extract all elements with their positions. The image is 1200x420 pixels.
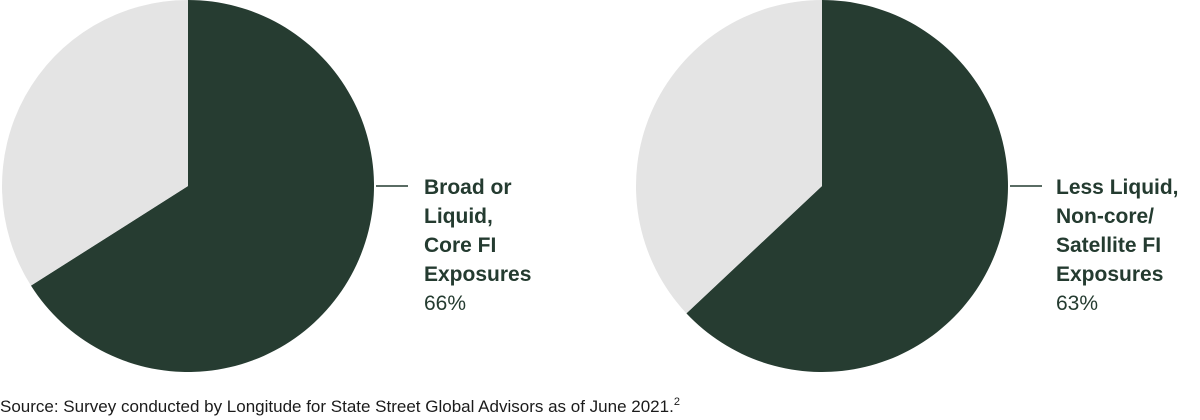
slice-label-line: Satellite FI <box>1056 234 1161 257</box>
pie-slice-remainder <box>635 0 822 314</box>
pie-slice-share <box>686 0 1008 372</box>
source-footnote-marker: 2 <box>674 396 680 408</box>
slice-label-line: Less Liquid, <box>1056 176 1179 199</box>
slice-label-line: Broad or <box>424 176 512 199</box>
slice-label-line: Non-core/ <box>1056 205 1154 228</box>
source-text: Source: Survey conducted by Longitude fo… <box>0 397 674 416</box>
slice-label-line: Core FI <box>424 234 496 257</box>
source-note: Source: Survey conducted by Longitude fo… <box>0 396 680 416</box>
slice-label-line: Liquid, <box>424 205 493 228</box>
pie-slice-share <box>30 0 374 372</box>
slice-label-line: Exposures <box>1056 263 1163 286</box>
slice-value-label: 66% <box>424 292 466 315</box>
pie-chart-1: Broad or Liquid, Core FI Exposures 66% <box>2 0 531 372</box>
pie-slice-remainder <box>2 0 188 286</box>
slice-value-label: 63% <box>1056 292 1098 315</box>
slice-label-line: Exposures <box>424 263 531 286</box>
pie-chart-2: Less Liquid, Non-core/Satellite FI Exposur… <box>635 0 1179 372</box>
